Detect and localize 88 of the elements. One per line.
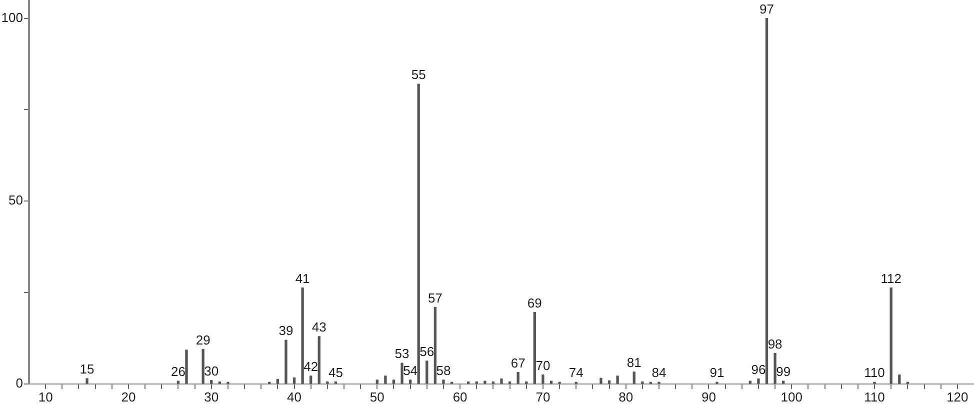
x-tick-label: 20 (121, 389, 136, 404)
bar (898, 374, 901, 384)
bar (525, 381, 528, 384)
bar (284, 340, 288, 384)
bar (533, 312, 536, 384)
bar (434, 306, 437, 384)
annotation: 91 (710, 365, 724, 380)
bar (318, 336, 320, 384)
bar (467, 381, 470, 384)
x-tick-label: 90 (702, 389, 716, 404)
annotation: 26 (170, 364, 186, 380)
annotation: 110 (864, 365, 885, 380)
bar (500, 378, 503, 384)
annotation: 56 (420, 344, 434, 360)
bar (508, 381, 512, 384)
x-tick-label: 100 (780, 389, 802, 404)
bar (176, 380, 180, 384)
annotation: 43 (312, 320, 326, 335)
annotation: 57 (428, 290, 442, 306)
bar (292, 377, 296, 384)
bar (392, 380, 396, 384)
bar (484, 380, 486, 384)
bar (376, 380, 378, 384)
bar (774, 352, 776, 384)
bar (550, 380, 553, 384)
bar (384, 376, 387, 384)
bar (218, 381, 221, 384)
annotation: 41 (295, 270, 310, 286)
bar (600, 378, 602, 384)
annotation: 30 (204, 363, 219, 378)
annotation: 45 (328, 364, 343, 380)
bar (641, 381, 644, 384)
bar (782, 380, 785, 384)
annotation: 70 (536, 358, 550, 373)
bar (86, 378, 88, 384)
x-tick-label: 50 (370, 389, 384, 404)
bar (748, 380, 752, 384)
y-tick-label: 0 (16, 376, 23, 391)
bar (608, 380, 611, 384)
annotation: 98 (768, 336, 782, 352)
y-tick-label: 50 (8, 192, 23, 208)
y-tick-label: 100 (1, 10, 23, 25)
annotation: 39 (278, 323, 294, 338)
x-tick-label: 30 (204, 389, 219, 404)
bar (276, 378, 280, 384)
annotation: 84 (652, 365, 666, 380)
bar (400, 362, 404, 384)
annotation: 67 (510, 355, 526, 370)
bar (442, 380, 445, 384)
annotation: 15 (80, 362, 94, 377)
annotation: 81 (626, 355, 642, 370)
x-tick-label: 80 (618, 389, 634, 404)
bar (765, 18, 768, 384)
annotation: 112 (880, 270, 902, 286)
annotation: 96 (751, 362, 766, 377)
bar (516, 372, 520, 384)
bar (185, 350, 188, 384)
bar (408, 380, 412, 384)
bar (326, 381, 329, 384)
annotation: 58 (436, 363, 451, 378)
bar (210, 380, 213, 384)
annotation: 69 (527, 295, 542, 310)
bar (890, 287, 892, 384)
annotation: 55 (411, 67, 426, 82)
bar (301, 287, 304, 384)
annotation: 29 (196, 332, 210, 348)
x-tick-label: 40 (287, 389, 302, 404)
x-tick-label: 110 (864, 389, 885, 404)
bar (475, 381, 478, 384)
bar (202, 348, 204, 384)
bar (632, 372, 636, 384)
bar (417, 84, 420, 384)
x-tick-label: 120 (946, 389, 968, 404)
annotation: 74 (568, 365, 584, 380)
bar (757, 378, 760, 384)
bar (310, 376, 312, 384)
bar (426, 360, 428, 384)
annotation: 53 (394, 346, 410, 362)
x-tick-label: 60 (452, 389, 468, 404)
annotation: 54 (403, 363, 418, 378)
annotation: 97 (760, 1, 774, 16)
bar (492, 381, 495, 384)
bar (616, 376, 619, 384)
bar (542, 374, 544, 384)
annotation: 99 (776, 364, 791, 380)
x-tick-label: 70 (536, 389, 550, 404)
bar (334, 381, 338, 384)
x-tick-label: 10 (38, 389, 53, 404)
